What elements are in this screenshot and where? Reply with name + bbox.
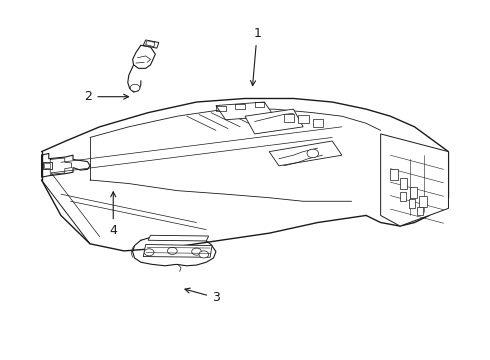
Bar bbox=[400, 178, 407, 189]
Bar bbox=[298, 116, 309, 123]
Text: 2: 2 bbox=[84, 90, 128, 103]
Text: 3: 3 bbox=[185, 288, 220, 304]
Polygon shape bbox=[143, 40, 159, 48]
Text: 1: 1 bbox=[250, 27, 261, 86]
Polygon shape bbox=[245, 109, 303, 134]
Circle shape bbox=[168, 247, 177, 255]
Circle shape bbox=[144, 249, 154, 256]
Bar bbox=[410, 187, 417, 198]
Bar bbox=[284, 114, 294, 122]
Bar bbox=[400, 192, 406, 201]
Polygon shape bbox=[148, 235, 209, 241]
Circle shape bbox=[199, 251, 209, 258]
Circle shape bbox=[130, 84, 140, 91]
Bar bbox=[43, 162, 52, 169]
Polygon shape bbox=[143, 244, 212, 257]
Bar bbox=[417, 207, 423, 215]
Polygon shape bbox=[381, 134, 448, 226]
Bar bbox=[391, 169, 397, 180]
Polygon shape bbox=[269, 141, 342, 166]
Polygon shape bbox=[146, 41, 155, 47]
Bar bbox=[409, 199, 415, 208]
Circle shape bbox=[307, 149, 318, 158]
Polygon shape bbox=[216, 102, 274, 120]
Text: 4: 4 bbox=[109, 192, 117, 237]
Bar bbox=[313, 119, 323, 127]
Bar bbox=[45, 163, 50, 168]
Bar bbox=[419, 196, 427, 207]
Circle shape bbox=[192, 248, 201, 255]
